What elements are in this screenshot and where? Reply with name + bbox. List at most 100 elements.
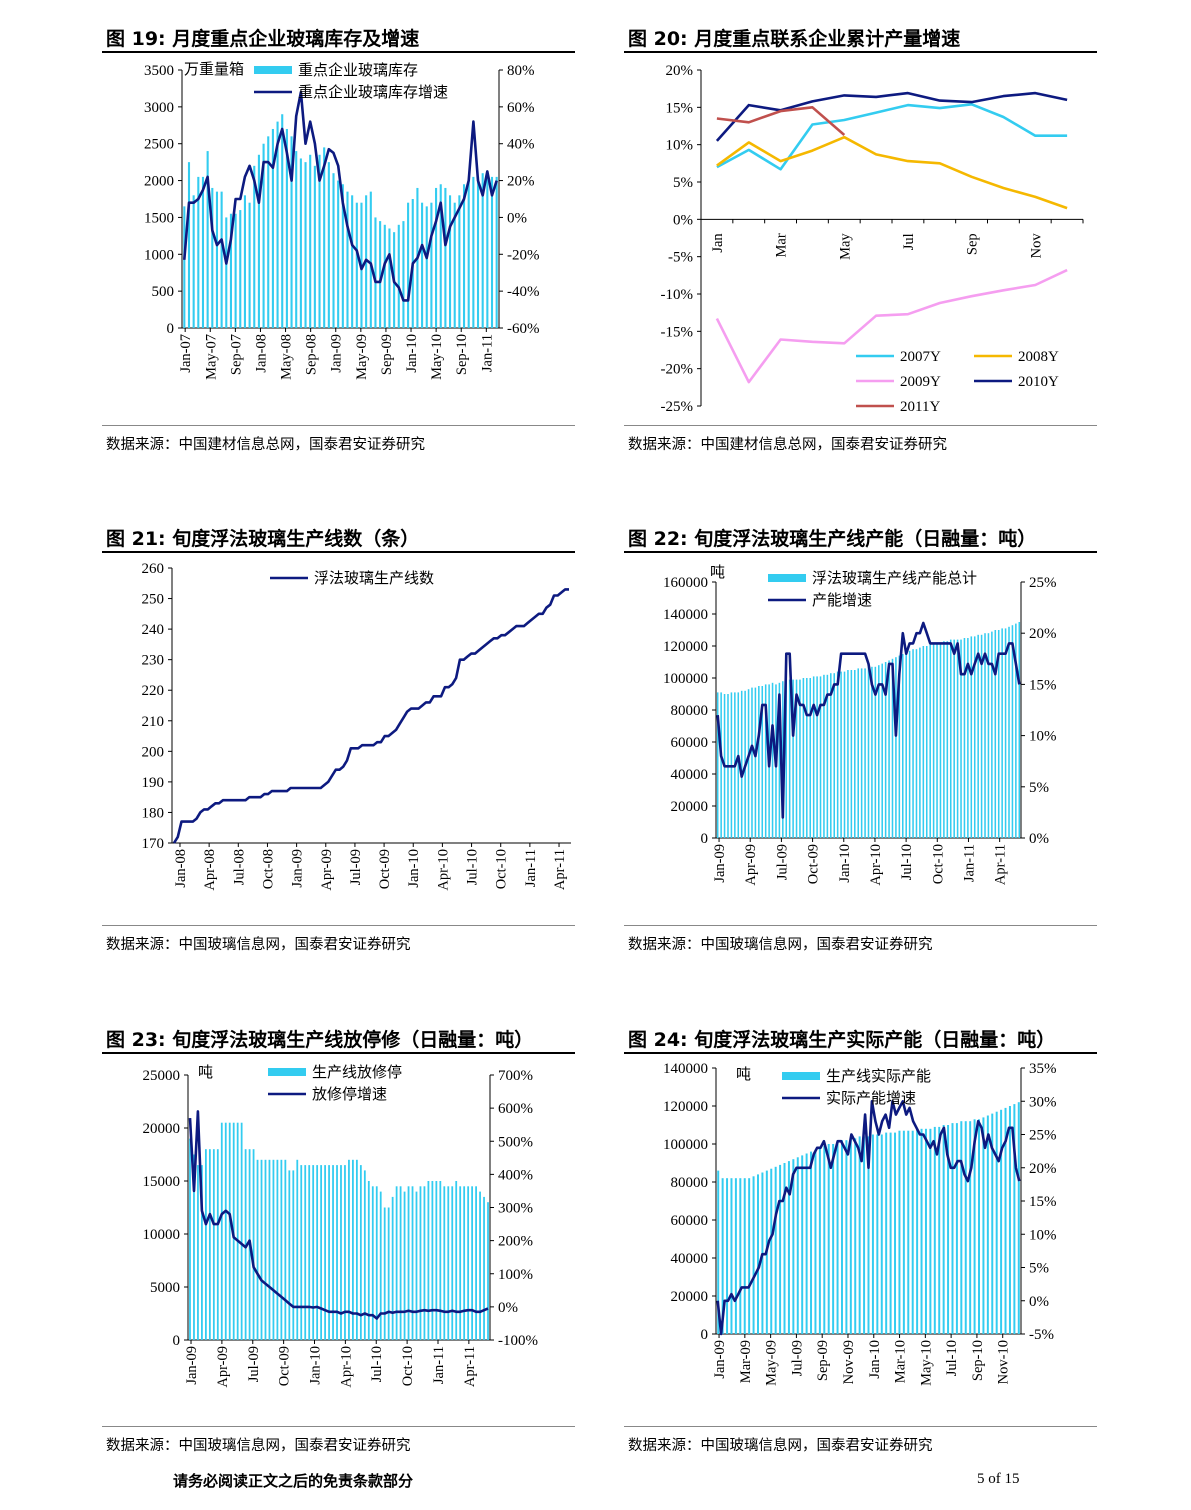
bar	[832, 1144, 835, 1334]
bar	[977, 634, 979, 838]
bar	[248, 202, 251, 328]
bar	[758, 686, 760, 838]
y2-tick-label: 100%	[498, 1267, 533, 1283]
bar	[783, 1163, 786, 1334]
bar	[1000, 1109, 1003, 1334]
x-tick-label: Jan-09	[184, 1346, 200, 1385]
bar	[860, 668, 863, 838]
bar	[898, 655, 901, 838]
bar	[816, 676, 818, 838]
bar	[796, 1157, 799, 1334]
y2-tick-label: 25%	[1029, 575, 1057, 591]
y-tick-label: 500	[152, 284, 175, 300]
bar	[367, 1181, 370, 1340]
x-tick-label: Oct-10	[494, 849, 510, 889]
y2-tick-label: 200%	[498, 1234, 533, 1250]
bar	[939, 642, 942, 838]
y-tick-label: 20000	[143, 1121, 181, 1137]
x-tick-label: Jul-09	[789, 1340, 805, 1376]
x-tick-label: Sep-07	[228, 334, 244, 375]
y2-tick-label: 35%	[1029, 1061, 1057, 1077]
y-tick-label: 10%	[666, 138, 694, 154]
y2-tick-label: 300%	[498, 1201, 533, 1217]
bar	[208, 1149, 211, 1340]
bar	[799, 679, 801, 838]
y-tick-label: 25000	[143, 1068, 181, 1084]
y-tick-label: 3500	[144, 63, 174, 79]
x-tick-label: Jul	[901, 233, 917, 250]
x-tick-label: Jan-08	[173, 849, 189, 888]
bar	[253, 165, 256, 328]
bar	[407, 202, 410, 328]
legend-label: 2010Y	[1018, 374, 1059, 390]
bar	[427, 1181, 430, 1340]
bar	[257, 154, 260, 328]
chart-title-20: 图 20: 月度重点联系企业累计产量增速	[628, 28, 961, 50]
y2-tick-label: -60%	[507, 321, 540, 337]
bar	[978, 1119, 981, 1334]
y-tick-label: -10%	[661, 287, 694, 303]
bar	[487, 1202, 489, 1340]
bar	[320, 1165, 323, 1340]
legend-label: 放修停增速	[312, 1086, 387, 1103]
y-tick-label: 60000	[671, 1213, 709, 1229]
bar	[201, 1165, 203, 1340]
bar	[324, 1165, 326, 1340]
title-rule	[624, 551, 1097, 553]
bar	[192, 195, 195, 328]
x-tick-label: Jan-09	[712, 844, 728, 883]
bar	[716, 692, 719, 838]
x-tick-label: Jan-07	[178, 334, 194, 373]
source-rule	[102, 1426, 575, 1427]
chart-19-plot: 3500 3000 2500 2000 1500 1000 500 0 80% 60% 40% 20%…	[144, 61, 540, 380]
bar	[938, 1126, 941, 1334]
y2-tick-label: 25%	[1029, 1128, 1057, 1144]
bar	[463, 1186, 466, 1340]
legend-label: 生产线实际产能	[826, 1068, 931, 1085]
y-tick-label: 180	[142, 805, 165, 821]
bar	[455, 1181, 458, 1340]
bar	[956, 639, 959, 838]
bar	[369, 191, 372, 328]
y2-tick-label: 5%	[1029, 780, 1049, 796]
x-tick-label: Jan	[710, 233, 726, 253]
bar	[754, 687, 757, 838]
y-tick-label: 20%	[666, 63, 694, 79]
bar	[792, 679, 794, 838]
x-tick-label: Jan-10	[837, 844, 853, 883]
chart-source-20: 数据来源：中国建材信息总网，国泰君安证券研究	[628, 437, 947, 453]
x-tick-label: Sep-10	[454, 334, 470, 375]
y-tick-label: 0	[167, 321, 175, 337]
growth-line	[716, 1099, 1021, 1336]
y-tick-label: 240	[142, 622, 165, 638]
bar	[451, 1186, 454, 1340]
y-tick-label: 15%	[666, 100, 694, 116]
x-tick-label: Jan-09	[712, 1340, 728, 1379]
y-tick-label: -25%	[661, 399, 694, 415]
bar	[220, 1122, 223, 1340]
bar	[467, 1186, 470, 1340]
source-rule	[624, 925, 1097, 926]
bar	[341, 184, 344, 328]
bar	[262, 143, 265, 328]
bar	[252, 1149, 255, 1340]
bar	[951, 1123, 954, 1334]
x-tick-label: Apr-11	[462, 1346, 478, 1387]
y-tick-label: 60000	[671, 735, 709, 751]
y2-tick-label: 60%	[507, 100, 535, 116]
bar	[752, 1176, 755, 1334]
bar	[371, 1186, 374, 1340]
bar	[351, 195, 354, 328]
source-rule	[102, 425, 575, 426]
bar	[991, 1113, 994, 1334]
bar	[806, 678, 808, 838]
y2-tick-label: 700%	[498, 1068, 533, 1084]
bar	[898, 1130, 901, 1334]
bar	[228, 1122, 231, 1340]
bar	[905, 652, 907, 838]
unit-label: 吨	[710, 564, 725, 581]
chart-source-19: 数据来源：中国建材信息总网，国泰君安证券研究	[106, 437, 425, 453]
bar	[328, 1165, 330, 1340]
bar	[929, 644, 931, 838]
bar	[867, 666, 870, 838]
